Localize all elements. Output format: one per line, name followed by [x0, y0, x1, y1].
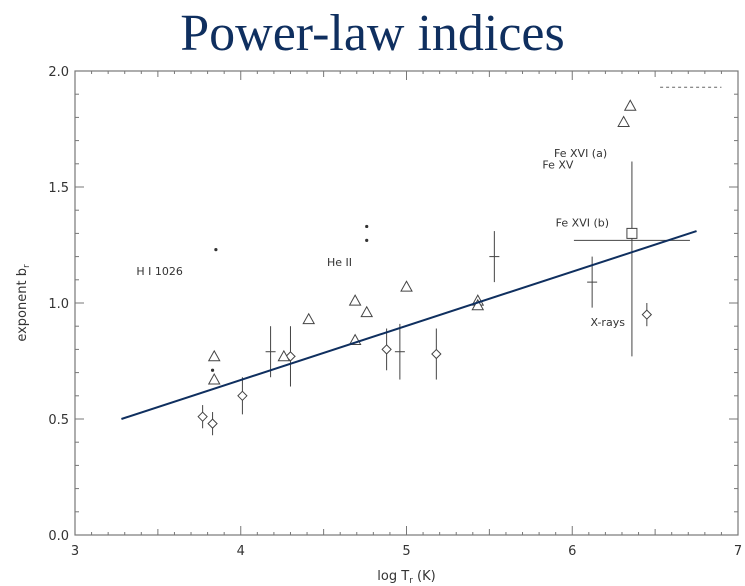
x-tick-label: 5 [402, 544, 410, 559]
y-tick-label: 1.0 [48, 297, 69, 312]
annotation-label: Fe XVI (a) [554, 147, 607, 160]
diamond-point [381, 344, 392, 355]
y-axis-label: exponent br [15, 264, 32, 342]
axis-tick-labels: 3 4 5 6 7 0.0 0.5 1.0 1.5 2.0 [48, 65, 742, 559]
annotation-label: H I 1026 [136, 265, 183, 278]
x-tick-label: 6 [568, 544, 576, 559]
triangle-point [360, 305, 374, 318]
triangle-point [623, 99, 637, 111]
dot-point [214, 248, 218, 252]
annotation-label: He II [327, 256, 352, 269]
data-marks [121, 86, 722, 436]
axis-ticks [74, 70, 739, 536]
triangle-point [277, 349, 291, 362]
triangle-point [207, 349, 221, 362]
annotations: H I 1026 He II Fe XVI (a)Fe XV Fe XVI (b) X-… [136, 147, 625, 329]
diamond-point [207, 418, 218, 429]
y-tick-label: 0.5 [48, 413, 69, 428]
fit-line [121, 230, 697, 420]
chart-title: Power-law indices [180, 5, 565, 62]
annotation-label: X-rays [590, 316, 625, 329]
annotation-label: Fe XV [542, 158, 574, 171]
dot-point [210, 368, 215, 372]
square-point [626, 227, 638, 239]
triangle-point [400, 280, 413, 292]
triangle-point [348, 294, 362, 306]
diamond-point [197, 411, 208, 422]
diamond-point [237, 390, 248, 402]
x-axis-label: log Tr (K) [377, 569, 435, 586]
dot-point [365, 224, 369, 229]
annotation-label: Fe XVI (b) [556, 216, 609, 229]
y-tick-label: 2.0 [48, 65, 69, 80]
y-tick-label: 1.5 [48, 181, 69, 196]
triangle-point [471, 298, 485, 311]
triangle-point [207, 373, 221, 385]
triangle-point [617, 115, 630, 127]
diamond-point [641, 309, 653, 320]
plot-frame [74, 70, 739, 536]
x-tick-label: 4 [237, 544, 245, 559]
y-tick-label: 0.0 [48, 529, 69, 544]
x-tick-label: 3 [71, 544, 79, 559]
x-tick-label: 7 [734, 544, 742, 559]
triangle-point [302, 312, 316, 325]
dot-point [365, 238, 369, 242]
diamond-point [431, 348, 442, 360]
